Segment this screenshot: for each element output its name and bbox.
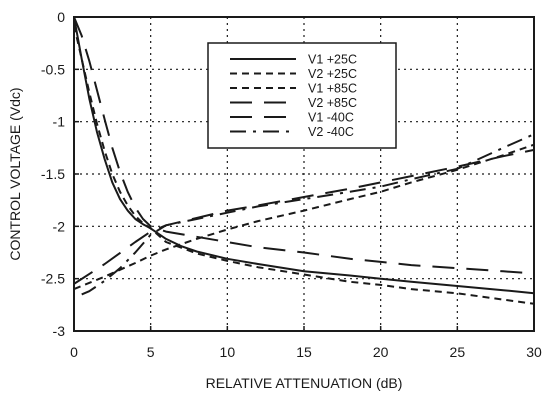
x-tick-label: 5 bbox=[147, 344, 155, 360]
legend-label-1: V1 +25C bbox=[308, 53, 357, 67]
y-tick-label: -1 bbox=[53, 114, 66, 130]
x-tick-label: 0 bbox=[70, 344, 78, 360]
legend-label-4: V2 +85C bbox=[308, 96, 357, 110]
y-tick-label: -2.5 bbox=[41, 271, 65, 287]
y-axis-title: CONTROL VOLTAGE (Vdc) bbox=[7, 87, 23, 260]
y-tick-label: -3 bbox=[53, 323, 66, 339]
x-axis-ticks: 0 5 10 15 20 25 30 bbox=[70, 326, 542, 360]
plot-area-frame bbox=[73, 16, 535, 332]
x-axis-title: RELATIVE ATTENUATION (dB) bbox=[206, 375, 403, 391]
y-tick-label: -0.5 bbox=[41, 61, 65, 77]
series-line-1 bbox=[73, 16, 535, 295]
legend-label-5: V1 -40C bbox=[308, 111, 354, 125]
legend-label-2: V2 +25C bbox=[308, 67, 357, 81]
legend-label-3: V1 +85C bbox=[308, 82, 357, 96]
x-tick-label: 25 bbox=[450, 344, 466, 360]
y-tick-label: 0 bbox=[57, 9, 65, 25]
legend-label-6: V2 -40C bbox=[308, 125, 354, 139]
series-line-2 bbox=[73, 143, 535, 291]
series-line-3 bbox=[73, 25, 535, 305]
series-line-4 bbox=[73, 148, 535, 285]
x-tick-label: 20 bbox=[373, 344, 389, 360]
series-line-6 bbox=[81, 133, 535, 296]
series-lines bbox=[73, 16, 535, 305]
x-tick-label: 15 bbox=[296, 344, 312, 360]
y-tick-label: -1.5 bbox=[41, 166, 65, 182]
x-tick-label: 10 bbox=[220, 344, 236, 360]
y-tick-label: -2 bbox=[53, 218, 66, 234]
x-tick-label: 30 bbox=[526, 344, 542, 360]
